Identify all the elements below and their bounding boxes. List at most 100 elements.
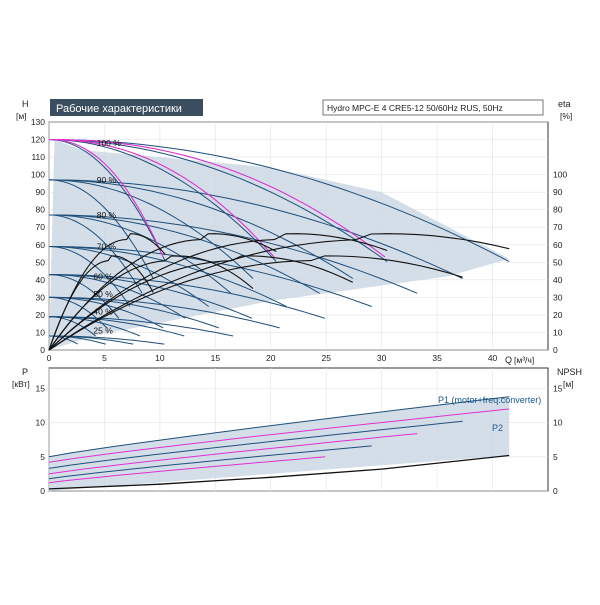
x-unit: [м³/ч] — [514, 355, 534, 365]
setpoint-curve — [48, 138, 164, 258]
x-tick-label: 30 — [377, 353, 387, 363]
qh-curve — [48, 139, 166, 262]
speed-label: 90 % — [97, 175, 117, 185]
qh-curve — [48, 179, 254, 279]
qh-curve — [49, 274, 253, 319]
qh-curve — [48, 246, 131, 307]
chart-title: Рабочие характеристики — [56, 103, 182, 115]
p-tick-label: 5 — [40, 452, 45, 462]
y-left-tick-label: 70 — [36, 222, 46, 232]
p-left-label: P — [22, 367, 28, 377]
qh-curve — [48, 179, 463, 279]
y-left-tick-label: 80 — [36, 205, 46, 215]
qh-curve — [48, 246, 287, 307]
qh-curve — [48, 179, 154, 279]
efficiency-curve — [48, 233, 510, 351]
chart-title-box — [50, 99, 203, 116]
speed-label: 80 % — [97, 210, 117, 220]
power-curve — [48, 396, 510, 458]
chart-subtitle-box — [322, 99, 544, 116]
upper-speed-labels: 100 % 90 % 80 % 70 % 60 % 50 % 40 % 25 % — [93, 138, 121, 336]
lower-curves — [48, 396, 510, 490]
qh-curve — [49, 214, 418, 294]
y-right-tick-label: 70 — [553, 222, 563, 232]
y-right-tick-label: 40 — [553, 275, 563, 285]
y-left-tick-label: 0 — [40, 345, 45, 355]
upper-plot: 0 5 10 15 20 25 30 35 40010203040506070809010011… — [31, 117, 568, 363]
qh-curve — [48, 179, 354, 279]
y-left-tick-label: 20 — [36, 310, 46, 320]
upper-curves — [48, 138, 510, 351]
y-left-tick-label: 100 — [31, 170, 45, 180]
qh-curve — [49, 335, 165, 345]
lower-operating-region — [49, 396, 510, 491]
qh-curve — [49, 214, 320, 294]
y-right-tick-label: 60 — [553, 240, 563, 250]
speed-label: 60 % — [93, 271, 113, 281]
y-right-unit: [%] — [560, 111, 572, 121]
efficiency-curve — [48, 255, 354, 351]
qh-curve — [49, 274, 326, 319]
lower-plot: 0 5 10 15 0 5 10 15 — [36, 367, 563, 497]
x-tick-label: 5 — [102, 353, 107, 363]
p-left-unit: [кВт] — [12, 379, 30, 389]
upper-axes: 0 5 10 15 20 25 30 35 40010203040506070809010011… — [31, 117, 568, 363]
p-tick-label: 15 — [36, 384, 46, 394]
x-tick-label: 0 — [47, 353, 52, 363]
legend-p1: P1 (motor+freq.converter) — [438, 395, 541, 405]
x-tick-label: 35 — [432, 353, 442, 363]
y-left-tick-label: 50 — [36, 257, 46, 267]
y-left-tick-label: 60 — [36, 240, 46, 250]
power-curve — [48, 420, 463, 469]
x-tick-label: 20 — [266, 353, 276, 363]
speed-label: 50 % — [93, 289, 113, 299]
upper-operating-region — [49, 139, 510, 350]
y-left-tick-label: 120 — [31, 135, 45, 145]
y-left-tick-label: 30 — [36, 292, 46, 302]
setpoint-curve — [48, 138, 275, 258]
setpoint-curve — [48, 138, 386, 258]
y-left-label: H — [22, 99, 29, 109]
qh-curve — [49, 296, 280, 329]
npsh-right-label: NPSH — [557, 367, 582, 377]
qh-curve — [48, 139, 388, 263]
x-tick-label: 40 — [488, 353, 498, 363]
y-left-unit: [м] — [16, 111, 27, 121]
qh-curve — [49, 214, 232, 294]
efficiency-curve — [48, 255, 463, 351]
power-curve — [48, 433, 418, 475]
speed-label: 70 % — [97, 242, 117, 252]
y-right-tick-label: 80 — [553, 205, 563, 215]
y-right-tick-label: 100 — [553, 170, 567, 180]
power-curve — [48, 445, 372, 480]
speed-label: 40 % — [93, 306, 113, 316]
npsh-tick-label: 5 — [553, 452, 558, 462]
y-right-tick-label: 20 — [553, 310, 563, 320]
y-left-tick-label: 130 — [31, 117, 45, 127]
x-tick-label: 15 — [211, 353, 221, 363]
y-right-tick-label: 90 — [553, 187, 563, 197]
speed-label: 100 % — [97, 138, 122, 148]
y-right-label: eta — [558, 99, 571, 109]
power-operating-region — [49, 396, 510, 491]
npsh-tick-label: 10 — [553, 418, 563, 428]
qh-curve — [48, 139, 277, 262]
p-tick-label: 10 — [36, 418, 46, 428]
efficiency-curve — [48, 233, 388, 351]
npsh-curve — [48, 454, 510, 490]
qh-curve — [48, 246, 372, 307]
chart-subtitle: Hydro MPC-E 4 CRE5-12 50/60Hz RUS, 50Hz — [327, 103, 503, 113]
qh-curve — [49, 214, 143, 294]
npsh-tick-label: 0 — [553, 486, 558, 496]
npsh-tick-label: 15 — [553, 384, 563, 394]
speed-label: 25 % — [93, 326, 113, 336]
efficiency-curve — [48, 255, 254, 351]
y-left-tick-label: 90 — [36, 187, 46, 197]
npsh-right-unit: [м] — [563, 379, 574, 389]
y-right-tick-label: 10 — [553, 327, 563, 337]
lower-axes: 0 5 10 15 0 5 10 15 — [36, 384, 563, 497]
qh-curve — [49, 296, 108, 329]
power-curve — [48, 408, 510, 463]
